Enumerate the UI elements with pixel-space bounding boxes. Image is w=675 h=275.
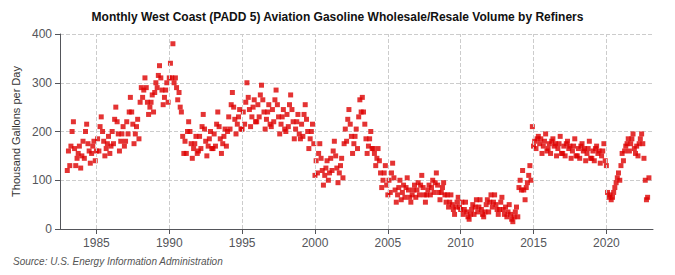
svg-text:2020: 2020 (593, 236, 620, 250)
svg-text:0: 0 (45, 222, 52, 236)
svg-text:1995: 1995 (229, 236, 256, 250)
svg-text:300: 300 (32, 76, 52, 90)
svg-text:2010: 2010 (447, 236, 474, 250)
svg-text:200: 200 (32, 125, 52, 139)
svg-text:1985: 1985 (83, 236, 110, 250)
svg-text:Source: U.S. Energy Informatio: Source: U.S. Energy Information Administ… (13, 256, 223, 267)
svg-text:Monthly West Coast (PADD 5) Av: Monthly West Coast (PADD 5) Aviation Gas… (92, 10, 584, 24)
svg-text:Thousand Gallons per Day: Thousand Gallons per Day (10, 66, 22, 197)
svg-text:2000: 2000 (302, 236, 329, 250)
svg-text:1990: 1990 (156, 236, 183, 250)
svg-text:100: 100 (32, 173, 52, 187)
svg-text:2015: 2015 (520, 236, 547, 250)
svg-text:2005: 2005 (374, 236, 401, 250)
svg-text:400: 400 (32, 27, 52, 41)
